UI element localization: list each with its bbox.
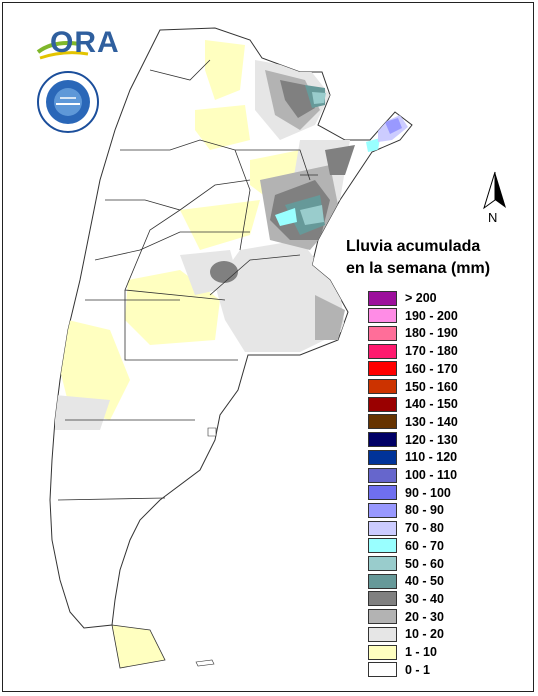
legend-label: 40 - 50 [405, 574, 444, 589]
legend-item: 60 - 70 [368, 537, 444, 555]
legend-item: 120 - 130 [368, 431, 458, 449]
legend-label: 90 - 100 [405, 485, 451, 500]
legend-swatch [368, 290, 397, 306]
zone-1-10 [195, 105, 250, 150]
legend-label: 1 - 10 [405, 645, 437, 659]
legend-item: 1 - 10 [368, 643, 437, 661]
legend-label: 190 - 200 [405, 308, 458, 323]
legend-item: 30 - 40 [368, 590, 444, 608]
legend-item: 160 - 170 [368, 360, 458, 378]
legend-swatch [368, 325, 397, 341]
legend-swatch [368, 467, 397, 483]
legend-swatch [368, 556, 397, 571]
legend-label: 80 - 90 [405, 503, 444, 518]
zone-50-60 [300, 205, 324, 225]
island-shape [195, 659, 215, 667]
zone-1-10 [180, 200, 260, 250]
legend-item: 140 - 150 [368, 395, 458, 413]
legend-label: 50 - 60 [405, 556, 444, 571]
zone-10-20 [215, 240, 345, 352]
legend-label: 130 - 140 [405, 414, 458, 429]
ora-logo-text: ORA [50, 26, 120, 59]
legend-label: 140 - 150 [405, 397, 458, 412]
legend-item: 130 - 140 [368, 413, 458, 431]
smn-seal-icon [37, 71, 99, 133]
legend-label: 20 - 30 [405, 609, 444, 624]
legend-item: 50 - 60 [368, 555, 444, 573]
legend-item: > 200 [368, 289, 437, 307]
legend-label: > 200 [405, 291, 437, 305]
legend-swatch [368, 414, 397, 430]
legend-swatch [368, 396, 397, 412]
legend-swatch [368, 591, 397, 607]
legend-item: 0 - 1 [368, 661, 430, 679]
legend-swatch [368, 520, 397, 536]
zone-30-40 [325, 145, 355, 175]
legend-label: 150 - 160 [405, 379, 458, 394]
legend-label: 70 - 80 [405, 521, 444, 536]
zone-30-40 [280, 80, 315, 118]
legend-swatch [368, 538, 397, 554]
legend-item: 180 - 190 [368, 324, 458, 342]
zone-50-60 [312, 92, 326, 104]
legend-label: 170 - 180 [405, 344, 458, 359]
legend-title-line2: en la semana (mm) [346, 260, 491, 277]
legend-item: 190 - 200 [368, 307, 458, 325]
north-label: N [488, 210, 498, 225]
legend-label: 160 - 170 [405, 361, 458, 376]
island-shape [207, 427, 217, 437]
legend-swatch [368, 485, 397, 501]
legend-item: 70 - 80 [368, 519, 444, 537]
legend-label: 30 - 40 [405, 591, 444, 606]
legend-item: 100 - 110 [368, 466, 457, 484]
legend-swatch [368, 449, 397, 465]
rainfall-shading [55, 40, 408, 430]
legend-label: 10 - 20 [405, 627, 444, 642]
legend-swatch [368, 609, 397, 625]
legend-item: 20 - 30 [368, 608, 444, 626]
zone-80-90 [385, 118, 402, 134]
legend-item: 80 - 90 [368, 501, 444, 519]
tierra-del-fuego [111, 624, 166, 669]
legend-swatch [368, 644, 397, 660]
legend-swatch [368, 502, 397, 518]
north-arrow-icon [483, 171, 506, 210]
legend-title-line1: Lluvia acumulada [346, 238, 481, 255]
zone-10-20 [55, 395, 110, 430]
legend-swatch [368, 432, 397, 448]
legend-label: 180 - 190 [405, 326, 458, 341]
legend-swatch [368, 662, 397, 678]
legend-label: 120 - 130 [405, 432, 458, 447]
legend-swatch [368, 573, 397, 589]
legend-item: 170 - 180 [368, 342, 458, 360]
zone-1-10 [60, 320, 130, 420]
legend-label: 60 - 70 [405, 538, 444, 553]
legend-item: 90 - 100 [368, 484, 451, 502]
legend-swatch [368, 361, 397, 377]
province-boundaries [57, 59, 318, 501]
legend-item: 110 - 120 [368, 448, 457, 466]
legend-swatch [368, 626, 397, 642]
legend-swatch [368, 308, 397, 324]
zone-1-10 [205, 40, 245, 100]
legend-swatch [368, 379, 397, 394]
legend-item: 150 - 160 [368, 378, 458, 396]
legend-label: 0 - 1 [405, 662, 431, 677]
legend-label: 110 - 120 [405, 450, 458, 465]
zone-60-70 [366, 138, 380, 152]
zone-30-40 [210, 261, 238, 283]
zone-20-30 [315, 295, 345, 340]
ora-logo-swoosh-icon [36, 41, 89, 60]
legend-swatch [368, 343, 397, 359]
legend-title: Lluvia acumulada en la semana (mm) [346, 236, 490, 280]
zone-60-70 [275, 208, 297, 226]
legend-item: 40 - 50 [368, 572, 444, 590]
legend-label: 100 - 110 [405, 468, 458, 482]
legend-item: 10 - 20 [368, 625, 444, 643]
